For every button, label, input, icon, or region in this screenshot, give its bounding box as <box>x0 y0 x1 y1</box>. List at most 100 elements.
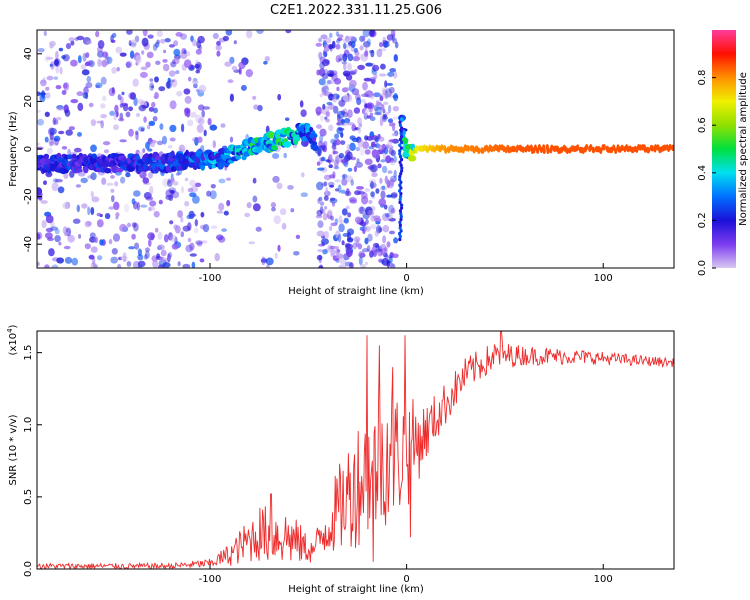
noise-speckle <box>238 61 246 70</box>
noise-speckle <box>328 44 334 50</box>
noise-speckle <box>133 97 138 107</box>
noise-speckle <box>316 124 322 129</box>
noise-speckle <box>319 264 323 268</box>
ridge-mark <box>477 147 481 154</box>
noise-speckle <box>169 220 174 225</box>
noise-speckle <box>175 32 183 37</box>
noise-speckle <box>149 82 155 91</box>
noise-speckle <box>148 238 152 247</box>
noise-speckle <box>317 160 323 165</box>
noise-speckle <box>335 39 341 44</box>
noise-speckle <box>39 93 46 103</box>
noise-speckle <box>67 234 75 243</box>
noise-speckle <box>89 236 97 243</box>
noise-speckle <box>320 34 328 39</box>
ridge-mark <box>638 144 643 151</box>
ridge-mark <box>154 166 159 173</box>
noise-speckle <box>352 56 361 62</box>
noise-speckle <box>338 152 345 159</box>
noise-speckle <box>252 95 257 100</box>
noise-speckle <box>165 189 173 198</box>
y-tick-label: -40 <box>23 236 34 252</box>
noise-speckle <box>181 123 185 133</box>
noise-speckle <box>315 106 323 115</box>
noise-speckle <box>119 52 127 57</box>
noise-speckle <box>330 222 338 227</box>
noise-speckle <box>90 246 98 253</box>
noise-speckle <box>364 188 371 192</box>
noise-speckle <box>160 38 166 44</box>
noise-speckle <box>375 106 382 115</box>
ridge-mark <box>602 144 606 151</box>
noise-speckle <box>181 186 184 194</box>
noise-speckle <box>159 256 166 263</box>
noise-speckle <box>382 225 390 233</box>
noise-speckle <box>344 242 351 248</box>
noise-speckle <box>196 241 203 247</box>
ridge-mark <box>398 183 402 187</box>
noise-speckle <box>162 59 168 63</box>
noise-speckle <box>157 264 165 268</box>
noise-speckle <box>80 64 87 70</box>
noise-speckle <box>196 124 204 133</box>
noise-speckle <box>90 207 95 215</box>
noise-speckle <box>37 48 45 53</box>
noise-speckle <box>372 64 380 72</box>
ridge-mark <box>498 144 502 151</box>
noise-speckle <box>347 35 356 41</box>
noise-speckle <box>195 240 203 245</box>
noise-speckle <box>40 79 47 87</box>
noise-speckle <box>246 30 253 39</box>
ridge-mark <box>399 129 403 133</box>
noise-speckle <box>295 234 301 239</box>
noise-speckle <box>168 187 177 194</box>
noise-speckle <box>388 122 396 127</box>
noise-speckle <box>366 115 371 119</box>
noise-speckle <box>363 77 372 82</box>
noise-speckle <box>327 209 333 216</box>
noise-speckle <box>131 233 136 240</box>
noise-speckle <box>114 104 119 113</box>
noise-speckle <box>373 92 381 98</box>
noise-speckle <box>91 196 100 203</box>
noise-speckle <box>44 136 49 143</box>
colorbar-tick-label: 0.4 <box>697 165 708 181</box>
noise-speckle <box>37 142 40 146</box>
noise-speckle <box>175 70 180 75</box>
noise-speckle <box>370 215 376 222</box>
noise-speckle <box>257 104 263 112</box>
noise-speckle <box>299 100 304 108</box>
noise-speckle <box>133 222 139 232</box>
noise-speckle <box>184 201 190 207</box>
noise-speckle <box>369 112 374 118</box>
noise-speckle <box>173 57 180 64</box>
ridge-mark <box>398 152 402 156</box>
noise-speckle <box>189 179 196 187</box>
noise-speckle <box>84 61 91 67</box>
noise-speckle <box>252 203 261 212</box>
noise-speckle <box>240 84 247 91</box>
noise-speckle <box>374 243 380 249</box>
noise-speckle <box>390 207 396 214</box>
noise-speckle <box>316 230 325 237</box>
noise-speckle <box>157 231 163 240</box>
ridge-mark <box>512 145 516 153</box>
noise-speckle <box>42 76 46 84</box>
noise-speckle <box>198 117 205 125</box>
noise-speckle <box>337 34 344 39</box>
noise-speckle <box>366 245 371 252</box>
noise-speckle <box>53 58 61 67</box>
noise-speckle <box>346 228 355 236</box>
noise-speckle <box>317 198 321 204</box>
noise-speckle <box>354 216 362 224</box>
noise-speckle <box>336 86 340 92</box>
noise-speckle <box>96 120 103 124</box>
noise-speckle <box>37 118 44 126</box>
noise-speckle <box>317 220 324 228</box>
colorbar-tick-label: 0.8 <box>697 70 708 86</box>
y-tick-label: 0.5 <box>23 489 34 505</box>
noise-speckle <box>388 148 395 155</box>
snr-multiplier: (x104) <box>6 324 19 355</box>
noise-speckle <box>272 153 280 159</box>
noise-speckle <box>126 222 132 228</box>
